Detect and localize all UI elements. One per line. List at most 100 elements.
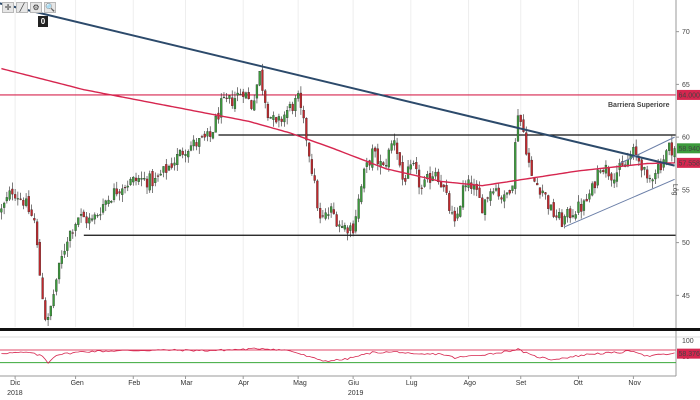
candle-body-153 bbox=[420, 187, 423, 189]
candle-body-220 bbox=[604, 164, 608, 174]
candle-body-35 bbox=[96, 215, 99, 217]
candle-body-233 bbox=[640, 159, 643, 171]
year-label-1: 2019 bbox=[348, 390, 364, 397]
candle-body-93 bbox=[255, 84, 259, 99]
candle-body-19 bbox=[52, 294, 55, 307]
candle-body-10 bbox=[27, 196, 30, 213]
candle-body-197 bbox=[541, 190, 544, 194]
x-tick-label-8: Ago bbox=[464, 380, 477, 387]
candle-body-219 bbox=[602, 170, 605, 172]
candle-body-69 bbox=[189, 145, 193, 151]
candle-body-49 bbox=[134, 177, 138, 181]
candle-body-41 bbox=[112, 188, 116, 200]
candle-body-156 bbox=[428, 173, 432, 183]
candle-body-235 bbox=[646, 169, 649, 179]
candle-body-97 bbox=[266, 103, 270, 119]
candle-body-183 bbox=[503, 194, 506, 202]
candle-body-169 bbox=[464, 185, 467, 188]
settings-icon[interactable]: ⚙ bbox=[30, 2, 42, 13]
candle-body-65 bbox=[178, 149, 182, 157]
candle-body-11 bbox=[30, 209, 33, 216]
candle-body-209 bbox=[574, 214, 577, 219]
candle-body-129 bbox=[354, 216, 357, 232]
candle-body-135 bbox=[371, 148, 374, 168]
candle-body-199 bbox=[547, 195, 550, 209]
candle-body-5 bbox=[14, 194, 17, 199]
candle-body-87 bbox=[239, 93, 242, 96]
candle-body-50 bbox=[137, 178, 140, 182]
candle-body-37 bbox=[101, 204, 105, 213]
candle-body-43 bbox=[118, 191, 121, 194]
candle-body-74 bbox=[203, 133, 206, 138]
candle-body-0 bbox=[0, 208, 3, 213]
candle-body-185 bbox=[508, 190, 511, 194]
candle-body-164 bbox=[450, 212, 454, 214]
crosshair-icon[interactable]: ✛ bbox=[2, 2, 14, 13]
x-tick-label-10: Ott bbox=[573, 380, 582, 387]
y-tick-label-1: 65 bbox=[682, 82, 690, 89]
candle-body-217 bbox=[596, 169, 599, 186]
candle-body-80 bbox=[220, 98, 223, 118]
candle-body-207 bbox=[569, 208, 572, 219]
candle-body-47 bbox=[129, 178, 132, 185]
candle-body-215 bbox=[591, 183, 594, 196]
candle-body-21 bbox=[57, 262, 61, 280]
candle-body-14 bbox=[38, 241, 41, 276]
candle-body-27 bbox=[74, 224, 77, 231]
candle-body-72 bbox=[198, 138, 201, 147]
candle-body-240 bbox=[659, 163, 662, 171]
candle-body-34 bbox=[93, 214, 96, 220]
y-tick-label-4: 50 bbox=[682, 240, 690, 247]
candle-body-6 bbox=[16, 198, 19, 200]
candle-body-137 bbox=[376, 148, 379, 165]
barrier-annotation: Barriera Superiore bbox=[608, 102, 670, 109]
candle-body-31 bbox=[85, 216, 88, 224]
draw-line-icon[interactable]: ╱ bbox=[16, 2, 28, 13]
candle-body-86 bbox=[236, 92, 239, 96]
x-tick-label-3: Mar bbox=[180, 380, 193, 387]
candle-body-101 bbox=[277, 116, 281, 121]
candle-body-186 bbox=[511, 185, 514, 191]
study-count-badge[interactable]: 0 bbox=[38, 16, 48, 27]
candle-body-206 bbox=[566, 209, 569, 218]
rsi-line bbox=[1, 347, 675, 364]
channel-upper-line bbox=[619, 136, 675, 164]
candle-body-117 bbox=[321, 215, 324, 217]
candle-body-77 bbox=[211, 132, 215, 139]
candle-body-116 bbox=[319, 208, 322, 219]
candle-body-68 bbox=[187, 151, 190, 158]
candle-body-106 bbox=[291, 103, 294, 111]
zoom-icon[interactable]: 🔍 bbox=[44, 2, 56, 13]
candle-body-136 bbox=[373, 147, 377, 152]
pane-separator bbox=[0, 328, 700, 331]
candle-body-182 bbox=[500, 197, 503, 200]
candle-body-190 bbox=[522, 119, 525, 132]
candle-body-204 bbox=[560, 212, 564, 227]
candle-body-159 bbox=[437, 171, 440, 183]
candle-body-16 bbox=[44, 300, 47, 320]
candle-body-15 bbox=[41, 277, 44, 300]
candle-body-114 bbox=[313, 175, 316, 181]
candle-body-88 bbox=[242, 91, 245, 97]
price-tag-label-0: 64.0000 bbox=[679, 92, 700, 99]
candle-body-13 bbox=[35, 221, 39, 246]
candle-body-39 bbox=[107, 199, 110, 205]
candle-body-52 bbox=[143, 178, 146, 180]
candle-body-173 bbox=[475, 183, 478, 190]
candle-body-160 bbox=[439, 181, 443, 188]
candle-body-1 bbox=[3, 202, 6, 208]
candle-body-81 bbox=[222, 96, 226, 98]
candle-body-126 bbox=[346, 227, 349, 234]
candle-body-200 bbox=[549, 204, 553, 211]
candle-body-32 bbox=[88, 217, 91, 224]
candle-body-96 bbox=[264, 90, 267, 103]
candle-body-142 bbox=[390, 143, 393, 151]
candle-body-54 bbox=[148, 173, 151, 191]
candle-body-125 bbox=[343, 225, 346, 230]
y-tick-label-2: 60 bbox=[682, 135, 690, 142]
candle-body-154 bbox=[423, 179, 426, 187]
candle-body-46 bbox=[126, 185, 129, 188]
candle-body-176 bbox=[483, 199, 487, 215]
candle-body-150 bbox=[412, 162, 415, 165]
